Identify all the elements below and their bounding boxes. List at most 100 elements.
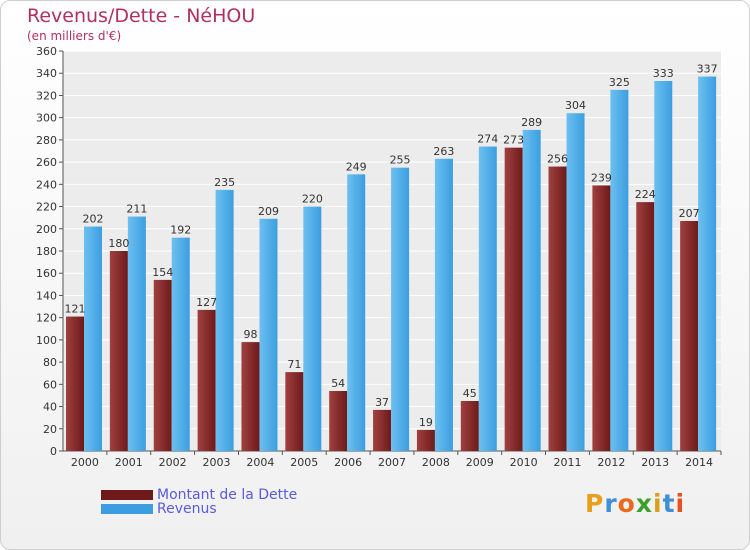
x-tick-label: 2009 [466, 456, 494, 469]
bar-revenus [127, 216, 146, 451]
proxiti-logo: Proxiti [585, 489, 686, 518]
y-tick-label: 20 [43, 423, 57, 436]
data-label-dette: 19 [419, 416, 433, 429]
data-label-dette: 121 [65, 303, 86, 316]
data-label-dette: 54 [331, 377, 345, 390]
y-tick-label: 80 [43, 356, 57, 369]
bar-revenus [522, 129, 541, 451]
y-tick-label: 140 [36, 289, 57, 302]
y-tick-label: 300 [36, 112, 57, 125]
bar-dette [504, 147, 523, 451]
x-tick-label: 2007 [378, 456, 406, 469]
bar-dette [329, 391, 348, 451]
legend-item-revenus: Revenus [101, 501, 217, 517]
x-tick-label: 2011 [553, 456, 581, 469]
data-label-revenus: 304 [565, 99, 586, 112]
x-tick-label: 2004 [246, 456, 274, 469]
y-tick-label: 40 [43, 401, 57, 414]
y-tick-label: 340 [36, 67, 57, 80]
bar-dette [592, 185, 611, 451]
x-tick-label: 2010 [510, 456, 538, 469]
data-label-dette: 256 [547, 153, 568, 166]
y-tick-label: 160 [36, 267, 57, 280]
data-label-dette: 224 [635, 188, 656, 201]
bar-dette [416, 429, 435, 451]
bar-dette [680, 221, 699, 451]
bar-revenus [434, 158, 453, 451]
y-tick-label: 0 [50, 445, 57, 458]
data-label-dette: 273 [503, 134, 524, 147]
data-label-revenus: 325 [609, 76, 630, 89]
x-tick-label: 2002 [159, 456, 187, 469]
chart-title: Revenus/Dette - NéHOU [27, 5, 256, 27]
data-label-dette: 71 [287, 358, 301, 371]
data-label-revenus: 255 [390, 154, 411, 167]
data-label-revenus: 202 [83, 213, 104, 226]
data-label-dette: 207 [679, 207, 700, 220]
bar-revenus [171, 237, 190, 451]
legend-label-dette: Montant de la Dette [157, 487, 298, 503]
bar-dette [153, 279, 172, 451]
y-tick-label: 100 [36, 334, 57, 347]
bar-dette [109, 251, 128, 451]
y-tick-label: 360 [36, 45, 57, 58]
y-tick-label: 60 [43, 378, 57, 391]
data-label-dette: 37 [375, 396, 389, 409]
data-label-revenus: 333 [653, 67, 674, 80]
bar-dette [66, 316, 84, 451]
data-label-dette: 98 [243, 328, 257, 341]
bar-dette [241, 342, 260, 451]
data-label-revenus: 220 [302, 193, 323, 206]
data-label-dette: 180 [108, 237, 129, 250]
bar-dette [285, 372, 304, 451]
data-label-dette: 45 [463, 387, 477, 400]
x-tick-label: 2001 [115, 456, 143, 469]
legend-swatch-dette [101, 490, 153, 500]
bar-revenus [347, 174, 366, 452]
data-label-revenus: 263 [433, 145, 454, 158]
y-tick-label: 260 [36, 156, 57, 169]
y-tick-label: 240 [36, 178, 57, 191]
bar-revenus [303, 206, 322, 451]
data-label-revenus: 192 [170, 224, 191, 237]
y-tick-label: 220 [36, 201, 57, 214]
data-label-dette: 239 [591, 171, 612, 184]
bar-revenus [610, 89, 629, 451]
bar-revenus [654, 81, 673, 451]
data-label-revenus: 337 [697, 63, 718, 76]
bar-dette [548, 166, 567, 452]
x-tick-label: 2014 [685, 456, 713, 469]
x-tick-label: 2000 [71, 456, 99, 469]
x-tick-label: 2008 [422, 456, 450, 469]
y-tick-label: 120 [36, 312, 57, 325]
bar-revenus [698, 76, 717, 452]
data-label-revenus: 274 [477, 133, 498, 146]
y-tick-label: 180 [36, 245, 57, 258]
y-tick-label: 280 [36, 134, 57, 147]
bar-revenus [215, 189, 234, 451]
y-tick-label: 200 [36, 223, 57, 236]
x-tick-label: 2013 [641, 456, 669, 469]
bar-dette [373, 409, 392, 451]
chart-subtitle: (en milliers d'€) [27, 29, 122, 43]
data-label-revenus: 209 [258, 205, 279, 218]
x-tick-label: 2005 [290, 456, 318, 469]
x-tick-label: 2003 [203, 456, 231, 469]
legend-label-revenus: Revenus [157, 501, 217, 517]
data-label-revenus: 249 [346, 160, 367, 173]
data-label-dette: 154 [152, 266, 173, 279]
legend-item-dette: Montant de la Dette [101, 487, 297, 503]
bar-revenus [566, 113, 585, 451]
y-tick-label: 320 [36, 89, 57, 102]
x-tick-label: 2012 [597, 456, 625, 469]
bar-revenus [391, 167, 410, 451]
bar-dette [636, 202, 655, 451]
x-tick-label: 2006 [334, 456, 362, 469]
bar-revenus [478, 146, 497, 452]
data-label-revenus: 289 [521, 116, 542, 129]
data-label-revenus: 235 [214, 176, 235, 189]
bar-dette [460, 401, 479, 451]
data-label-dette: 127 [196, 296, 217, 309]
bar-revenus [259, 218, 278, 451]
